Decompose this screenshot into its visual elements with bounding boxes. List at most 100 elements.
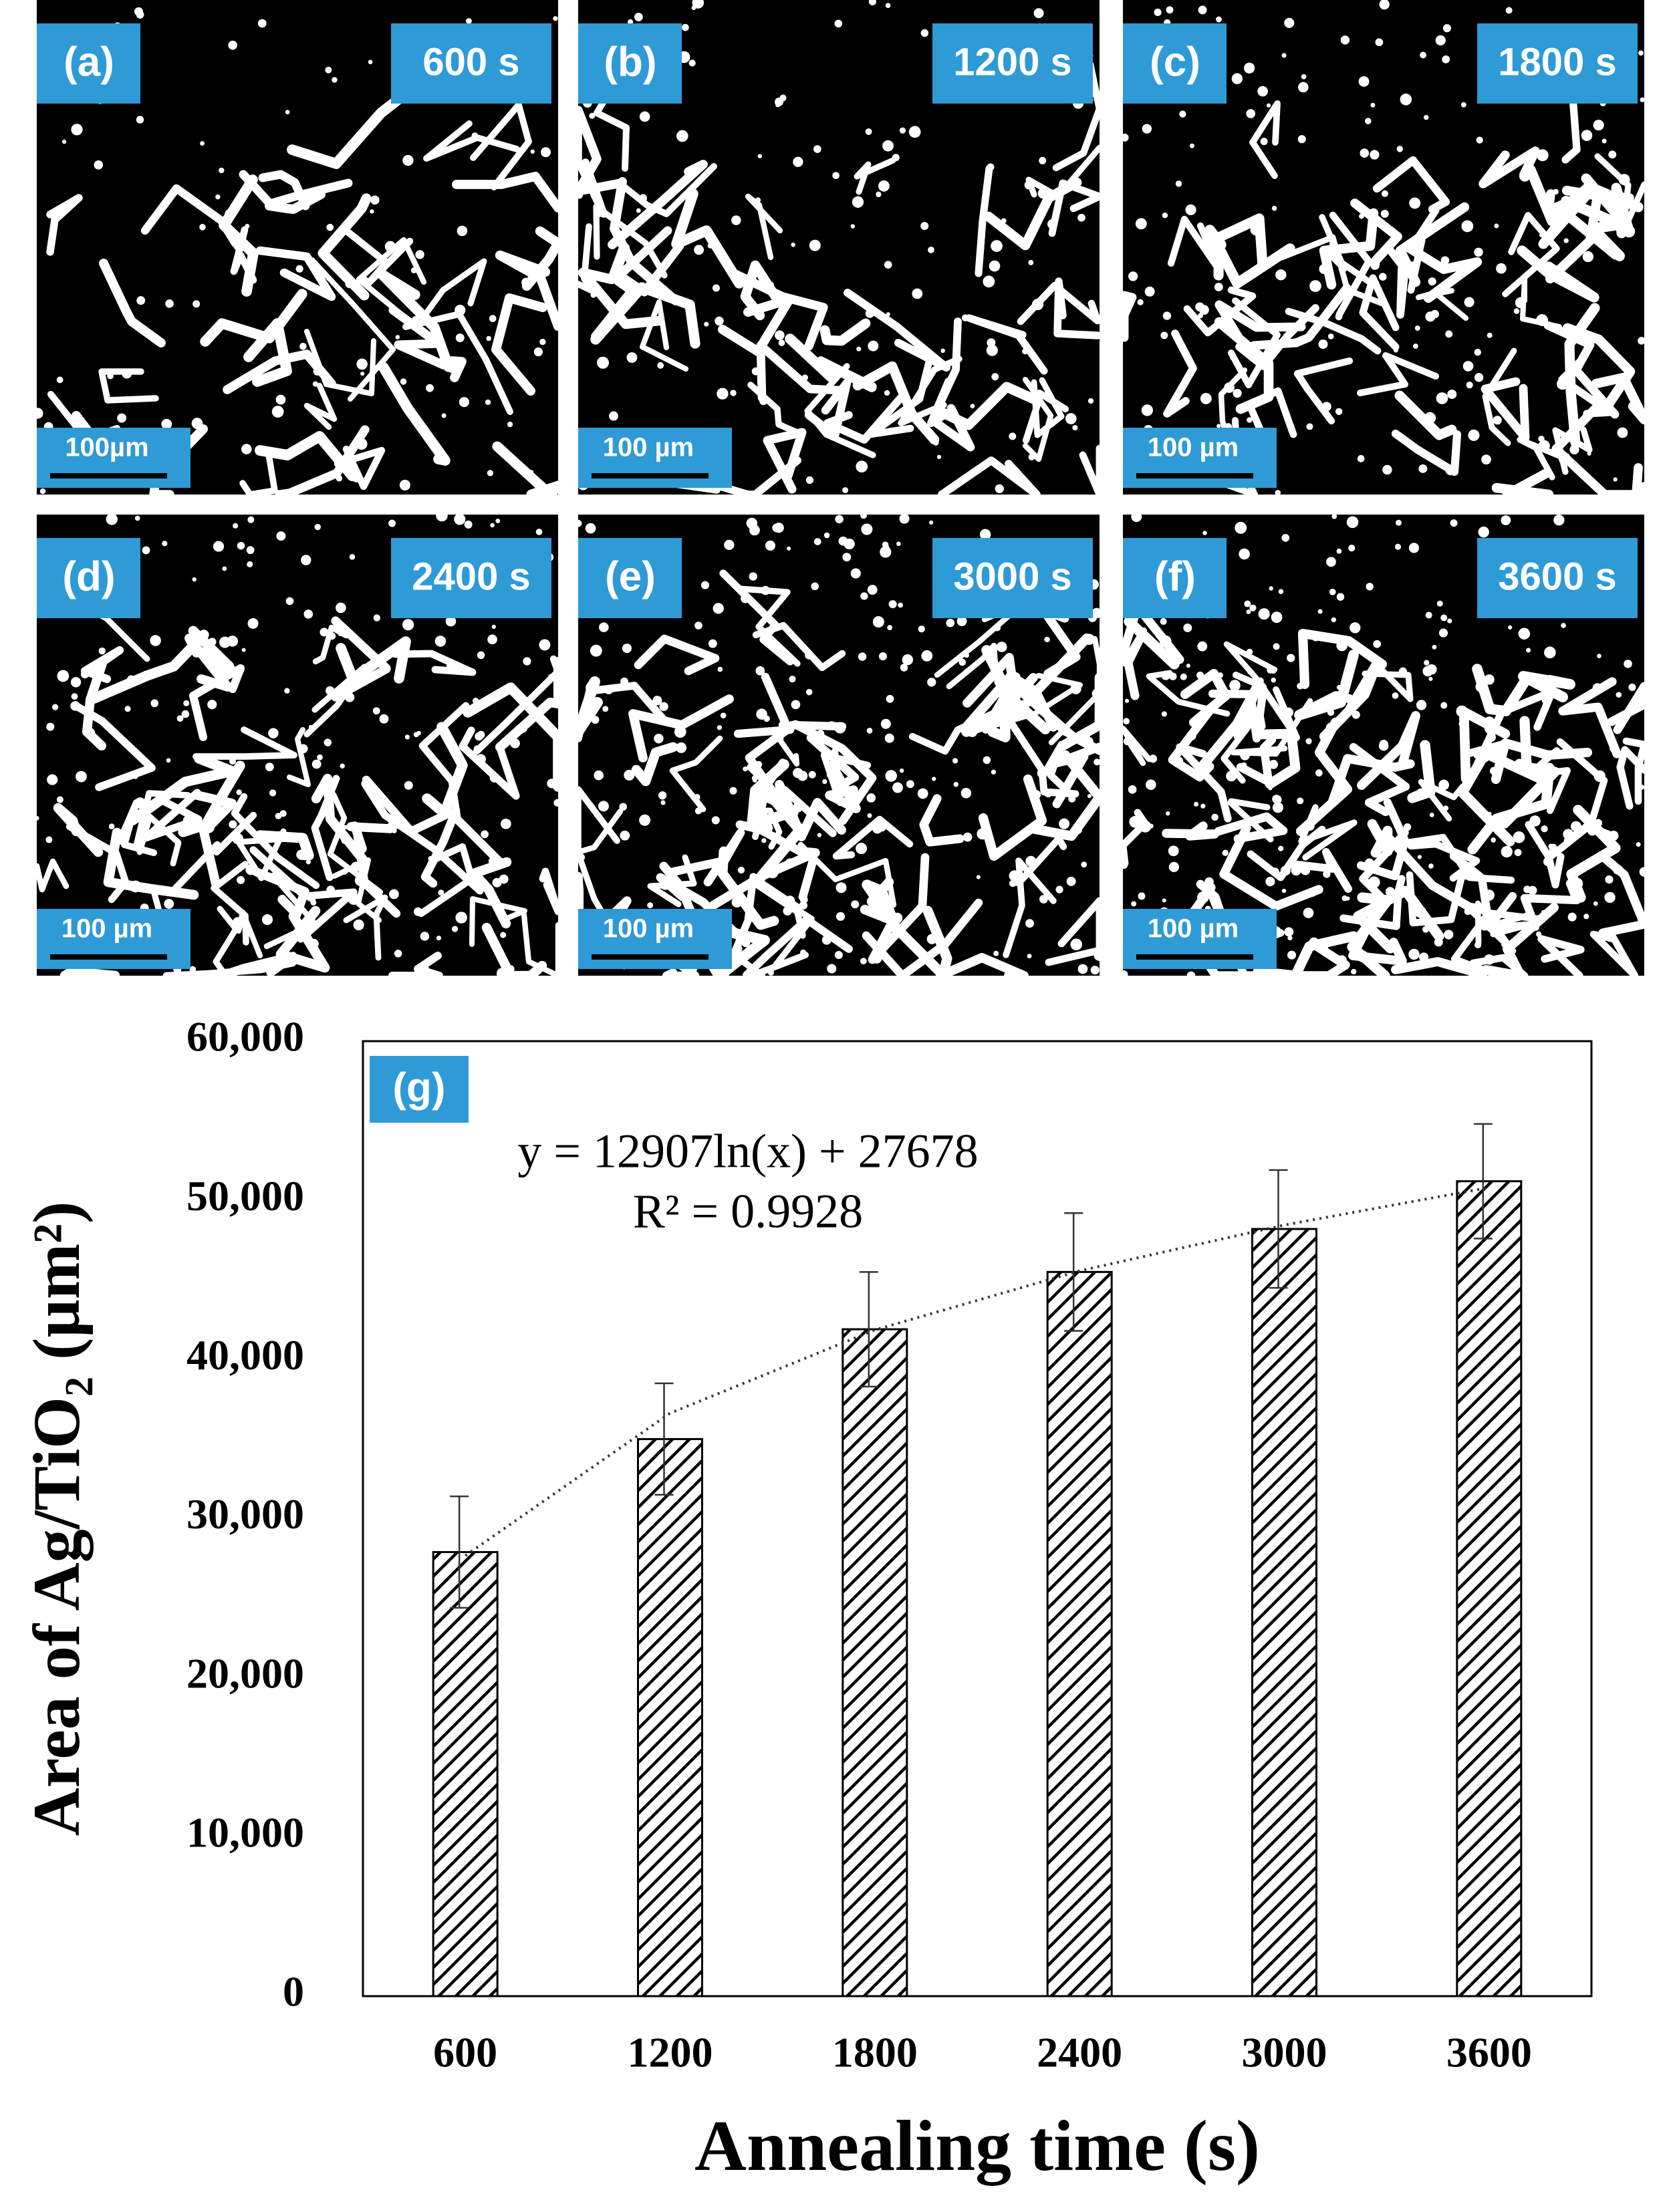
particle [1270, 867, 1279, 877]
particle [1306, 423, 1313, 430]
network-line [1502, 212, 1560, 297]
particle [1331, 513, 1337, 519]
time-box [1477, 538, 1638, 618]
particle [117, 413, 127, 423]
scale-label: 100µm [65, 433, 148, 462]
particle [1192, 716, 1202, 726]
particle [1398, 667, 1408, 676]
particle [1166, 811, 1170, 816]
particle [1553, 188, 1559, 195]
particle [1346, 516, 1359, 529]
particle [1139, 820, 1152, 833]
network-line [1163, 329, 1197, 418]
particle [1204, 877, 1214, 887]
network-line [1223, 641, 1278, 696]
particle [1370, 150, 1380, 160]
particle [647, 902, 654, 909]
particle [1416, 700, 1427, 710]
particle [834, 950, 843, 959]
particle [370, 195, 380, 205]
particle [1300, 865, 1311, 875]
network-line [142, 789, 203, 842]
particle [1571, 877, 1583, 889]
particle [1144, 286, 1155, 297]
particle [1335, 408, 1343, 416]
particle [707, 243, 714, 249]
particle [791, 700, 801, 710]
y-tick-label: 20,000 [186, 1649, 304, 1697]
particle [1047, 219, 1057, 229]
particle [779, 94, 787, 102]
particle [1272, 802, 1284, 813]
particle [237, 875, 245, 884]
micrograph-panel: (f) 3600 s 100 µm [1119, 511, 1650, 981]
particle [1352, 710, 1360, 719]
particle [203, 821, 215, 833]
network-line [1236, 735, 1277, 787]
particle [487, 470, 494, 476]
particle [899, 768, 904, 773]
network-line [1556, 738, 1608, 845]
network-line [854, 157, 896, 195]
particle [1094, 758, 1101, 766]
particle [778, 339, 785, 346]
particle [1329, 588, 1336, 595]
particle [761, 585, 771, 595]
network-line [170, 811, 257, 893]
particle [1138, 892, 1146, 900]
particle [1120, 861, 1128, 869]
network-line [775, 780, 846, 841]
particle [1284, 927, 1294, 937]
particle [370, 209, 374, 214]
particle [1160, 617, 1167, 626]
particle [773, 523, 784, 533]
particle [278, 894, 287, 902]
particle [1582, 251, 1594, 263]
network-line [1294, 650, 1359, 720]
particle [535, 529, 543, 535]
particle [620, 677, 629, 686]
time-label: 1800 s [1498, 40, 1616, 84]
particle [1447, 389, 1457, 399]
particle [1440, 256, 1450, 265]
particle [791, 243, 795, 247]
particle [336, 475, 343, 482]
particle [496, 968, 508, 980]
particle [813, 538, 821, 545]
particle [956, 616, 967, 626]
particle [1396, 146, 1403, 152]
particle [517, 723, 528, 733]
particle [597, 356, 610, 369]
particle [654, 734, 664, 744]
particle [1528, 885, 1537, 895]
particle [1325, 722, 1337, 734]
particle [590, 291, 597, 298]
particle [1249, 604, 1257, 611]
particle [620, 830, 630, 841]
particle [477, 651, 485, 660]
particle [1640, 97, 1645, 102]
network-line [312, 624, 350, 665]
particle [1543, 857, 1553, 867]
particle [1270, 667, 1277, 674]
particle [1281, 534, 1290, 542]
network-line [806, 733, 860, 791]
particle [1141, 404, 1153, 416]
particle [898, 602, 904, 608]
particle [1131, 511, 1142, 523]
particle [94, 160, 104, 170]
particle [200, 141, 205, 146]
particle [1239, 548, 1250, 560]
particle [164, 899, 174, 909]
particle [229, 820, 237, 829]
particle [381, 106, 388, 113]
particle [761, 838, 767, 843]
particle [1298, 82, 1309, 93]
network-line [983, 672, 1083, 731]
particle [106, 513, 118, 525]
particle [1094, 719, 1104, 730]
network-line [53, 803, 104, 857]
network-line [1558, 677, 1622, 758]
particle [1513, 831, 1525, 843]
